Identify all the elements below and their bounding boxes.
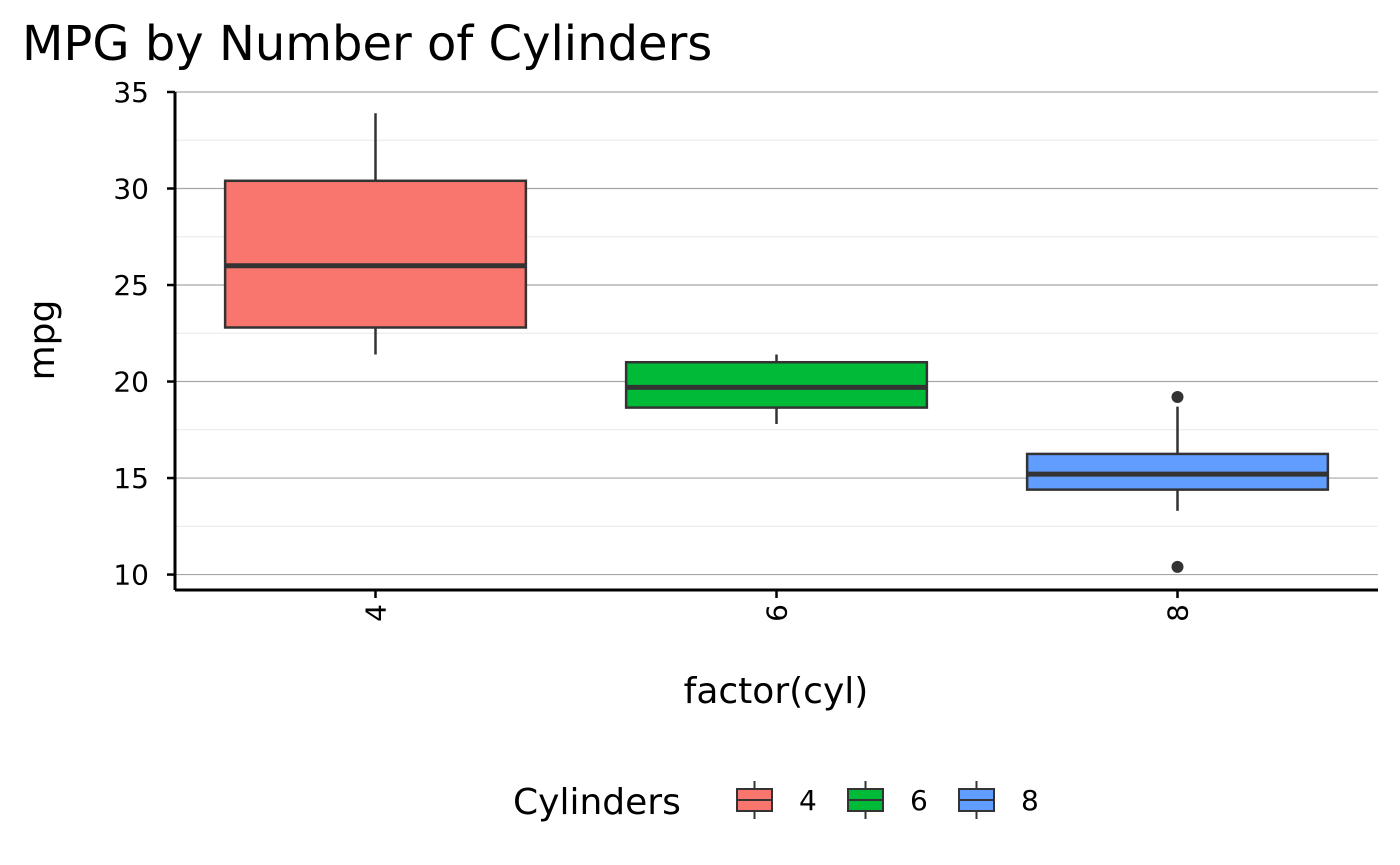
legend-item-6: 6: [847, 781, 928, 819]
x-axis-title: factor(cyl): [684, 671, 869, 712]
outlier-point: [1171, 390, 1184, 403]
x-tick-label: 6: [761, 604, 794, 622]
legend: Cylinders 4 6 8: [513, 781, 1039, 823]
legend-label: 6: [910, 784, 928, 817]
y-tick-label: 35: [113, 76, 149, 109]
x-tick-label: 4: [360, 604, 393, 622]
box-layer: [223, 113, 1330, 573]
y-tick-label: 20: [113, 366, 149, 399]
axis-layer: 10 15 20 25 30 35 4 6 8: [113, 76, 1378, 622]
y-axis-title: mpg: [22, 300, 63, 381]
box-group-4: [223, 113, 528, 355]
box-group-8: [1025, 390, 1330, 573]
y-tick-label: 30: [113, 173, 149, 206]
legend-label: 8: [1021, 784, 1039, 817]
box-4: [223, 179, 528, 329]
y-tick-label: 25: [113, 269, 149, 302]
box-group-6: [624, 354, 929, 424]
y-tick-label: 15: [113, 462, 149, 495]
grid-layer: [175, 91, 1378, 576]
legend-item-4: 4: [736, 781, 817, 819]
legend-label: 4: [799, 784, 817, 817]
legend-title: Cylinders: [513, 782, 681, 823]
y-tick-label: 10: [113, 559, 149, 592]
legend-item-8: 8: [958, 781, 1039, 819]
x-tick-label: 8: [1162, 604, 1195, 622]
outlier-point: [1171, 560, 1184, 573]
chart-title: MPG by Number of Cylinders: [22, 16, 712, 72]
